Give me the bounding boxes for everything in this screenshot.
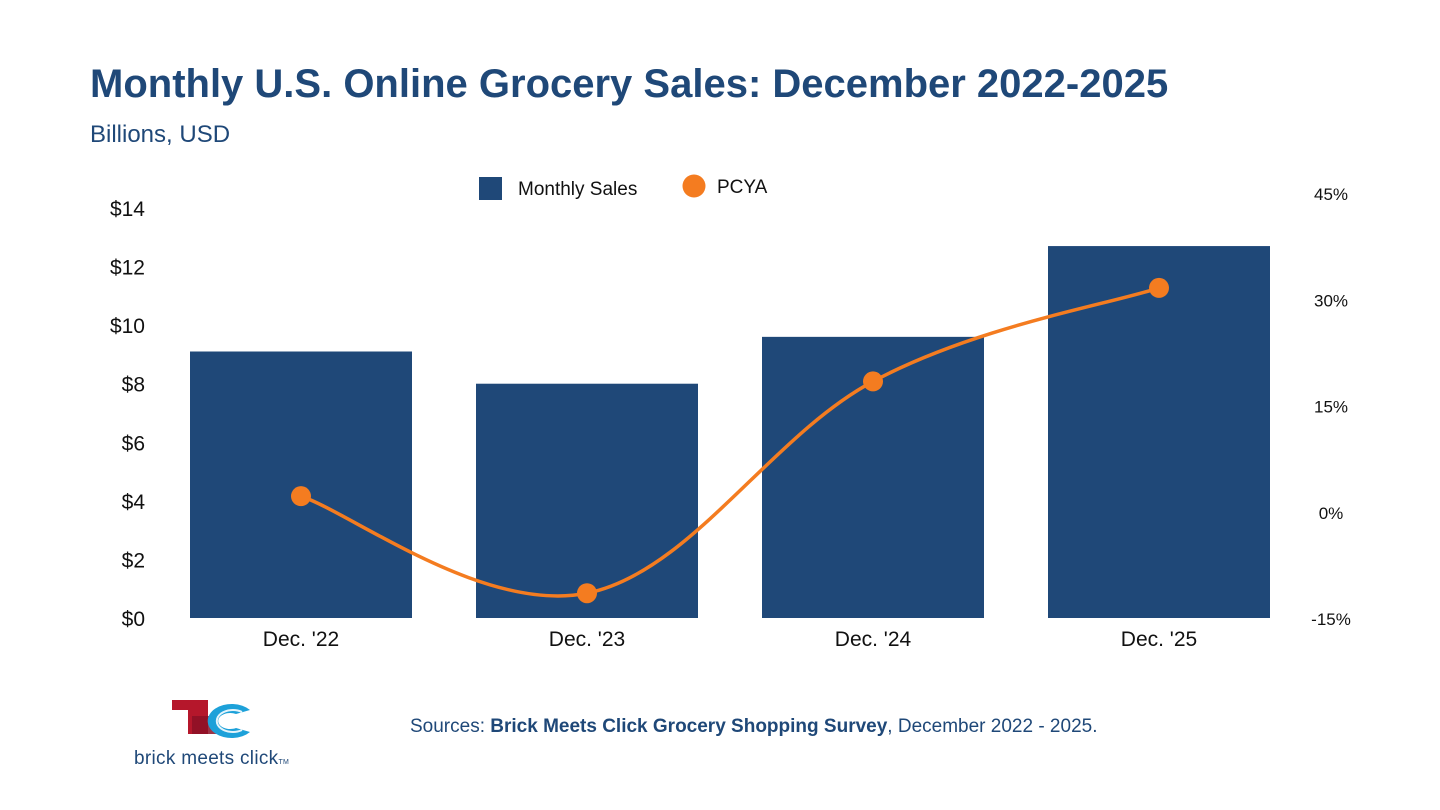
bar: [476, 383, 698, 618]
x-axis: Dec. '22 Dec. '23 Dec. '24 Dec. '25: [263, 628, 1197, 651]
right-axis-tick-label: 30%: [1314, 291, 1348, 310]
left-axis-tick-label: $10: [110, 315, 145, 338]
pcya-point: [577, 583, 597, 604]
legend-label-monthly-sales: Monthly Sales: [518, 179, 637, 200]
pcya-point: [291, 486, 311, 507]
chart-title: Monthly U.S. Online Grocery Sales: Decem…: [90, 62, 1169, 106]
line-series: [291, 277, 1169, 604]
left-axis-tick-label: $14: [110, 198, 145, 221]
pcya-point: [863, 371, 883, 392]
bar: [1048, 246, 1270, 619]
pcya-point: [1149, 277, 1169, 298]
left-axis-tick-label: $6: [122, 432, 145, 455]
left-axis-tick-label: $8: [122, 374, 145, 397]
x-axis-tick-label: Dec. '23: [549, 628, 625, 651]
right-axis-tick-label: -15%: [1311, 610, 1351, 629]
legend-label-pcya: PCYA: [717, 177, 768, 198]
logo-mark-icon: [172, 700, 250, 738]
source-note: Sources: Brick Meets Click Grocery Shopp…: [410, 716, 1098, 737]
left-axis-tick-label: $4: [122, 491, 146, 514]
left-axis-tick-label: $0: [122, 608, 145, 631]
right-axis: -15% 0% 15% 30% 45%: [1311, 185, 1351, 629]
x-axis-tick-label: Dec. '24: [835, 628, 912, 651]
left-axis: $0 $2 $4 $6 $8 $10 $12 $14: [110, 198, 145, 631]
right-axis-tick-label: 0%: [1319, 504, 1344, 523]
left-axis-tick-label: $2: [122, 549, 145, 572]
right-axis-tick-label: 15%: [1314, 398, 1348, 417]
legend-swatch-pcya: [682, 174, 706, 198]
x-axis-tick-label: Dec. '25: [1121, 628, 1197, 651]
source-name: Brick Meets Click Grocery Shopping Surve…: [490, 716, 888, 737]
right-axis-tick-label: 45%: [1314, 185, 1348, 204]
legend-swatch-monthly-sales: [479, 177, 502, 200]
bar: [190, 351, 412, 618]
brick-meets-click-logo: brick meets clickTM: [132, 698, 322, 778]
chart-legend: Monthly Sales PCYA: [479, 174, 768, 200]
chart-subtitle: Billions, USD: [90, 121, 231, 148]
left-axis-tick-label: $12: [110, 257, 145, 280]
x-axis-tick-label: Dec. '22: [263, 628, 339, 651]
logo-wordmark: brick meets clickTM: [134, 748, 290, 769]
pcya-line: [300, 286, 1160, 598]
